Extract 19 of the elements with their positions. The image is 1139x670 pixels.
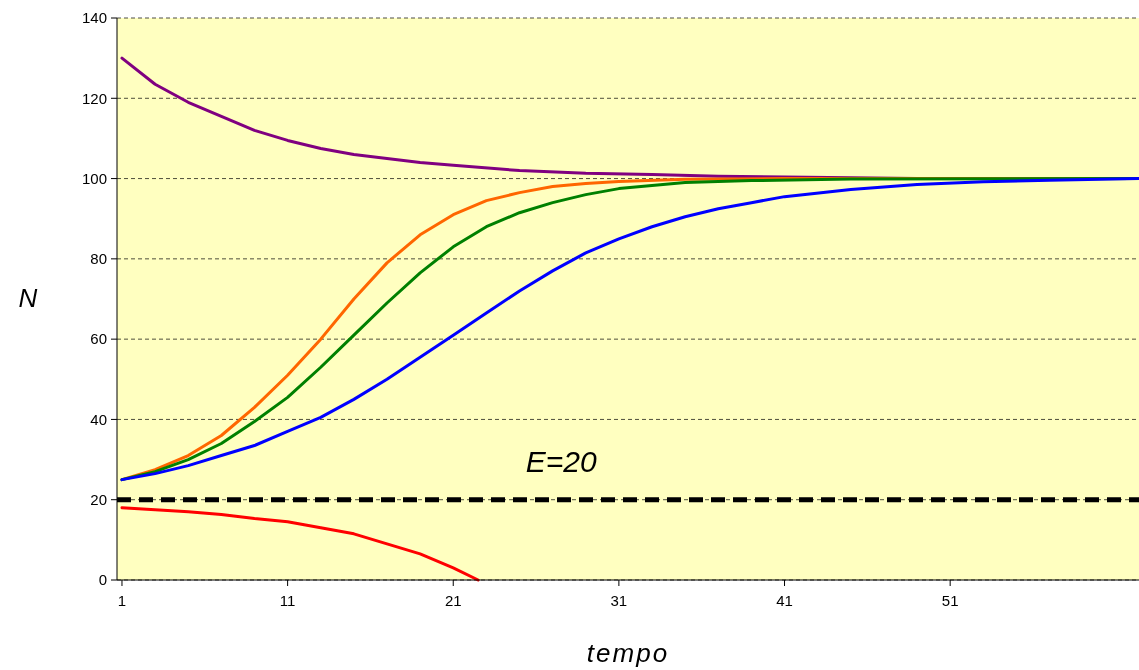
y-tick-label: 20 (90, 490, 107, 508)
line-series (120, 177, 1139, 482)
x-tick-label: 51 (941, 592, 959, 609)
y-tick-label: 120 (81, 89, 107, 107)
x-tick-label: 1 (117, 592, 127, 609)
x-axis-title: tempo (586, 638, 670, 668)
line-series (120, 506, 480, 582)
y-tick-label: 60 (90, 330, 107, 348)
ref-line-label: E=20 (525, 444, 598, 478)
y-tick-label: 100 (81, 169, 107, 187)
y-tick-label: 40 (90, 410, 107, 428)
x-tick-label: 31 (610, 592, 628, 609)
y-tick-label: 140 (81, 9, 107, 27)
x-tick-label: 41 (776, 592, 793, 609)
x-tick-label: 21 (444, 592, 462, 609)
y-axis-title: N (18, 283, 38, 313)
x-tick-label: 11 (279, 592, 296, 609)
y-tick-label: 80 (90, 250, 107, 268)
y-tick-label: 0 (98, 571, 107, 589)
